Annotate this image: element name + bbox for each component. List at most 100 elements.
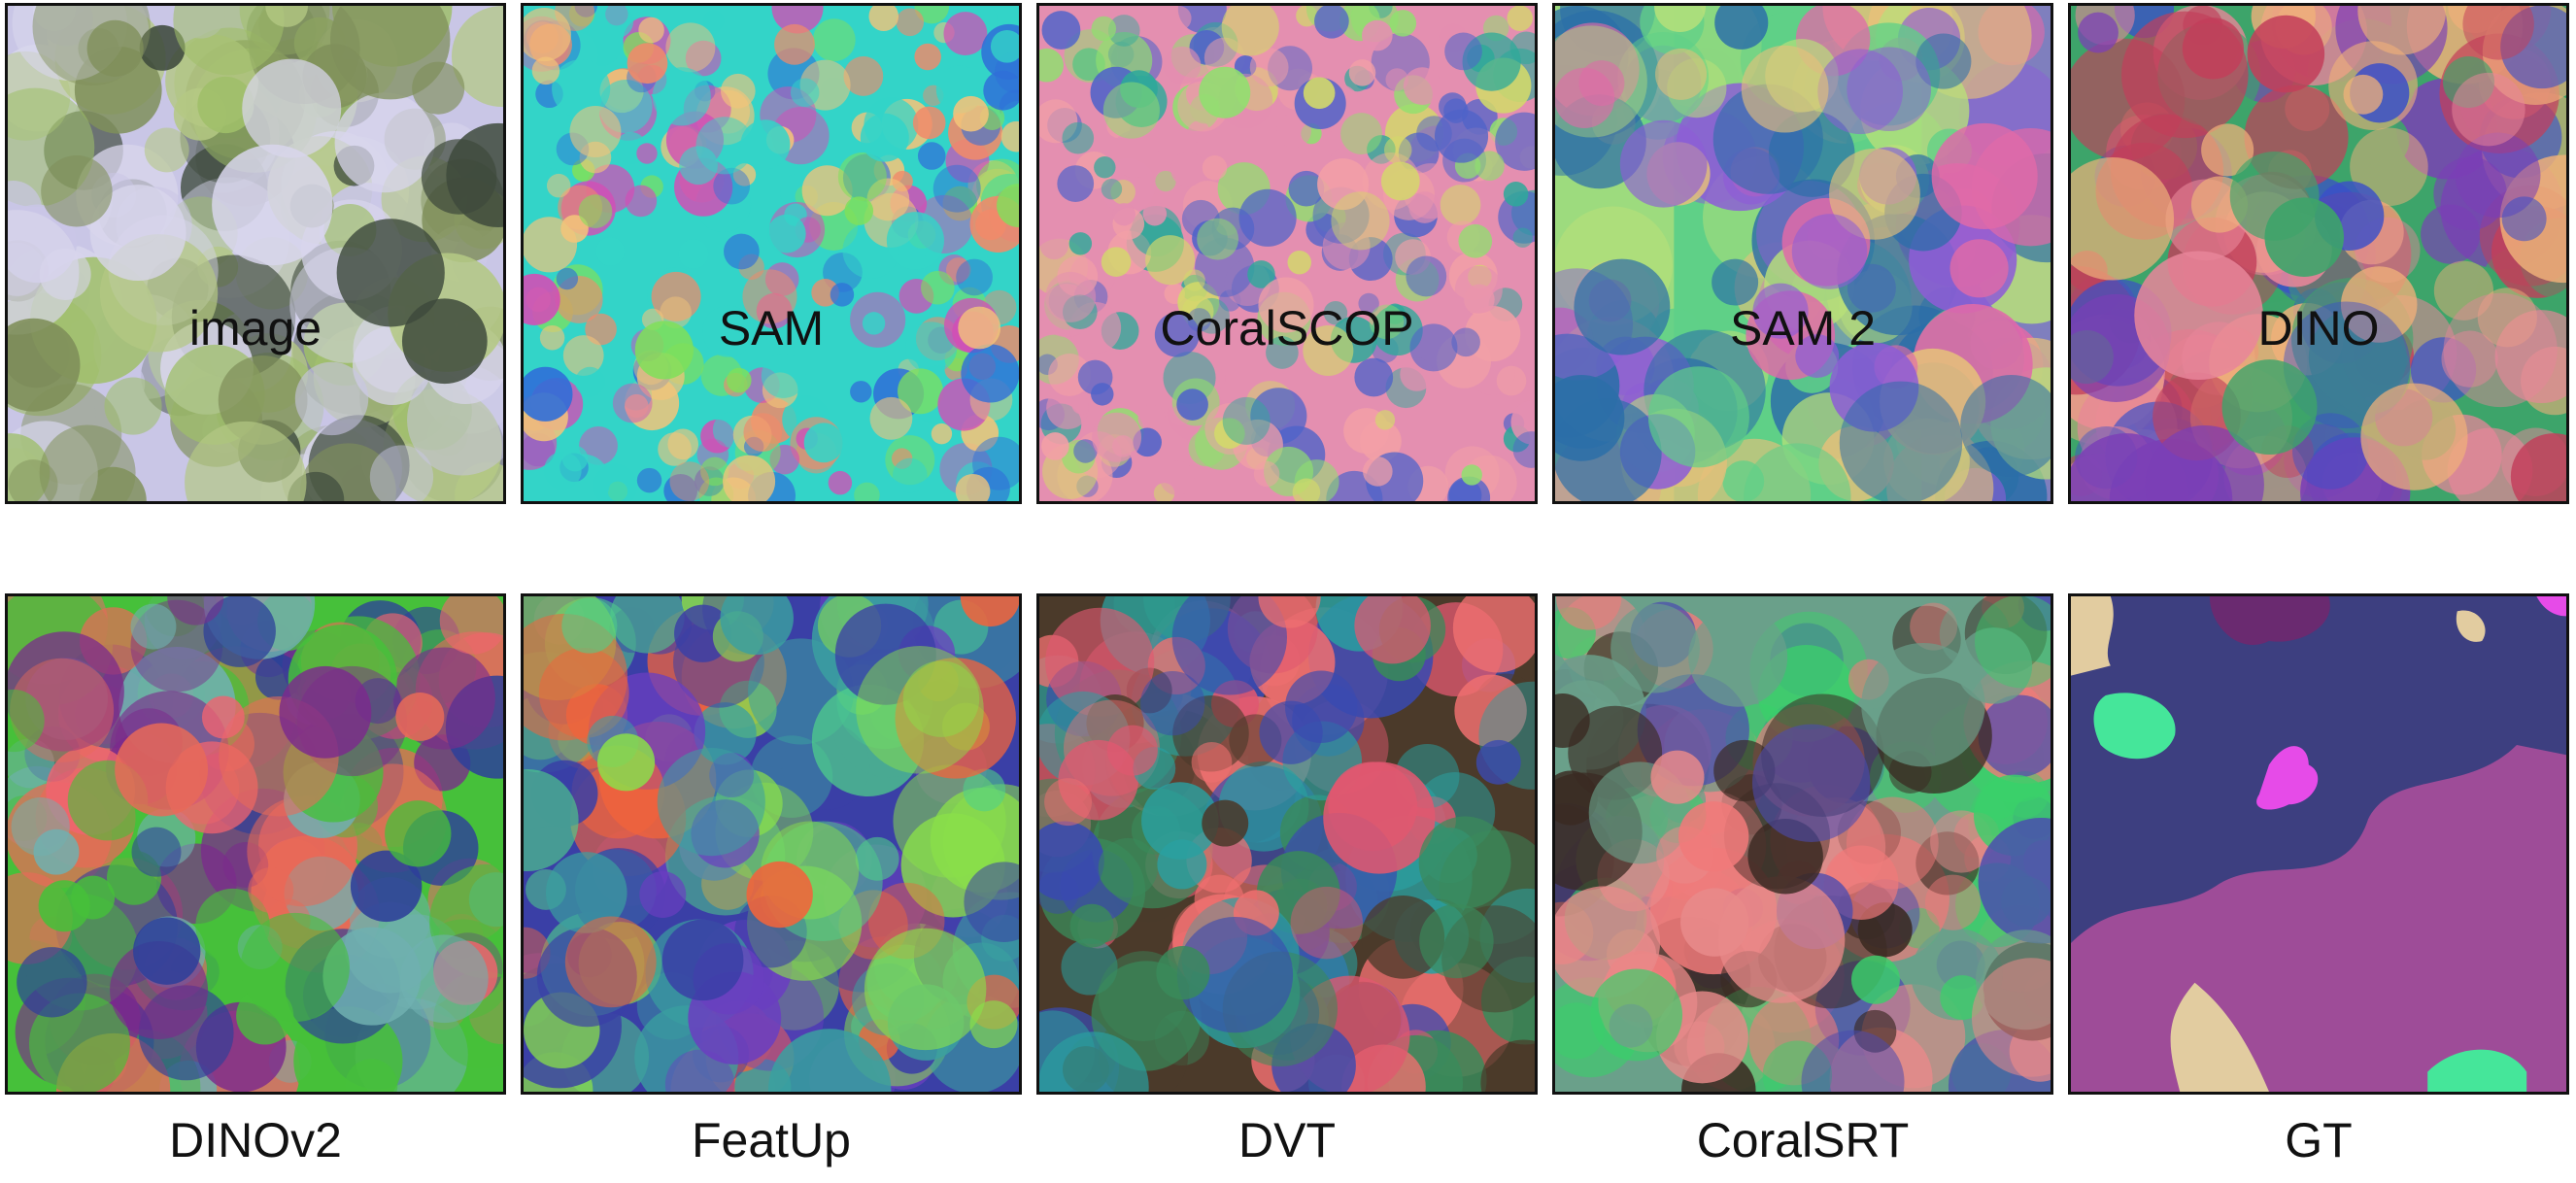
feature-blob	[539, 324, 565, 351]
feature-blob	[1073, 439, 1098, 463]
feature-blob	[860, 113, 909, 162]
feature-blob	[2477, 287, 2537, 348]
feature-blob	[89, 185, 186, 282]
feature-blob	[724, 233, 760, 270]
panel-dvt-graphic	[1039, 596, 1535, 1092]
feature-blob	[636, 467, 662, 493]
feature-blob	[248, 866, 294, 913]
feature-blob	[41, 155, 113, 227]
feature-blob	[1574, 258, 1671, 355]
feature-blob	[856, 646, 984, 774]
feature-blob	[1101, 178, 1123, 200]
feature-blob	[2441, 330, 2498, 388]
segment-region	[2209, 596, 2330, 645]
feature-blob	[771, 6, 824, 34]
feature-blob	[634, 321, 694, 380]
feature-blob	[139, 24, 186, 71]
feature-blob	[1406, 255, 1447, 297]
feature-blob	[1057, 165, 1095, 202]
segment-region	[2071, 596, 2114, 676]
feature-blob	[130, 603, 177, 650]
feature-blob	[197, 76, 254, 134]
feature-blob	[185, 421, 307, 501]
feature-blob	[1314, 6, 1349, 39]
feature-blob	[1041, 11, 1081, 50]
feature-blob	[1039, 821, 1104, 901]
feature-blob	[2201, 123, 2254, 177]
feature-blob	[636, 143, 658, 164]
feature-blob	[2360, 383, 2468, 490]
feature-blob	[1292, 478, 1321, 501]
feature-blob	[1389, 10, 1417, 37]
feature-blob	[1363, 456, 1393, 487]
feature-blob	[1409, 323, 1458, 372]
feature-blob	[1170, 152, 1205, 187]
feature-blob	[2291, 413, 2369, 490]
feature-blob	[1418, 816, 1511, 909]
feature-blob	[1253, 460, 1280, 488]
feature-blob	[902, 660, 980, 737]
feature-blob	[8, 689, 45, 753]
feature-blob	[1221, 6, 1279, 56]
feature-blob	[1434, 109, 1489, 163]
feature-blob	[201, 695, 245, 739]
feature-blob	[610, 596, 685, 654]
feature-blob	[769, 444, 800, 475]
feature-blob	[39, 248, 91, 300]
feature-blob	[651, 271, 701, 321]
feature-blob	[943, 12, 988, 55]
feature-blob	[1850, 955, 1900, 1004]
feature-blob	[2357, 6, 2447, 55]
feature-blob	[1978, 694, 2051, 778]
feature-blob	[1142, 201, 1168, 226]
feature-blob	[8, 318, 81, 412]
feature-blob	[766, 214, 806, 254]
feature-blob	[828, 470, 853, 495]
feature-blob	[38, 880, 90, 932]
feature-blob	[742, 269, 797, 324]
caption-dvt: DVT	[1238, 1113, 1336, 1167]
feature-blob	[1440, 185, 1481, 225]
feature-blob	[451, 6, 503, 108]
feature-blob	[1044, 778, 1093, 827]
feature-blob	[1069, 903, 1114, 948]
feature-blob	[596, 733, 656, 792]
feature-blob	[665, 22, 716, 73]
feature-blob	[439, 596, 503, 655]
feature-blob	[115, 723, 209, 817]
caption-dino: DINO	[2257, 301, 2380, 355]
segment-region	[2456, 610, 2486, 642]
feature-blob	[1751, 724, 1871, 842]
feature-blob	[963, 768, 1006, 812]
feature-blob	[1106, 725, 1158, 776]
feature-blob	[1094, 156, 1116, 179]
feature-blob	[1380, 161, 1420, 201]
feature-blob	[1451, 327, 1480, 357]
feature-blob	[639, 871, 687, 918]
panel-gt	[2068, 593, 2569, 1095]
feature-blob	[399, 934, 489, 1024]
feature-blob	[638, 17, 664, 44]
feature-blob	[1288, 170, 1325, 207]
feature-blob	[1348, 59, 1376, 86]
feature-blob	[1258, 596, 1321, 628]
feature-blob	[1163, 46, 1202, 84]
caption-coralsrt: CoralSRT	[1696, 1113, 1910, 1167]
feature-blob	[703, 10, 725, 32]
caption-gt: GT	[2285, 1113, 2353, 1167]
feature-blob	[538, 648, 629, 738]
feature-blob	[1077, 359, 1113, 395]
segment-region	[2368, 774, 2566, 904]
feature-blob	[1091, 16, 1117, 42]
feature-blob	[955, 473, 991, 501]
feature-blob	[997, 184, 1019, 227]
feature-blob	[133, 917, 201, 985]
feature-blob	[1112, 202, 1135, 226]
feature-blob	[240, 912, 350, 1023]
feature-blob	[864, 928, 987, 1051]
feature-blob	[1444, 32, 1482, 71]
feature-blob	[1222, 396, 1271, 445]
feature-blob	[961, 344, 1019, 403]
segment-region	[2256, 746, 2319, 810]
feature-blob	[1156, 946, 1210, 1000]
